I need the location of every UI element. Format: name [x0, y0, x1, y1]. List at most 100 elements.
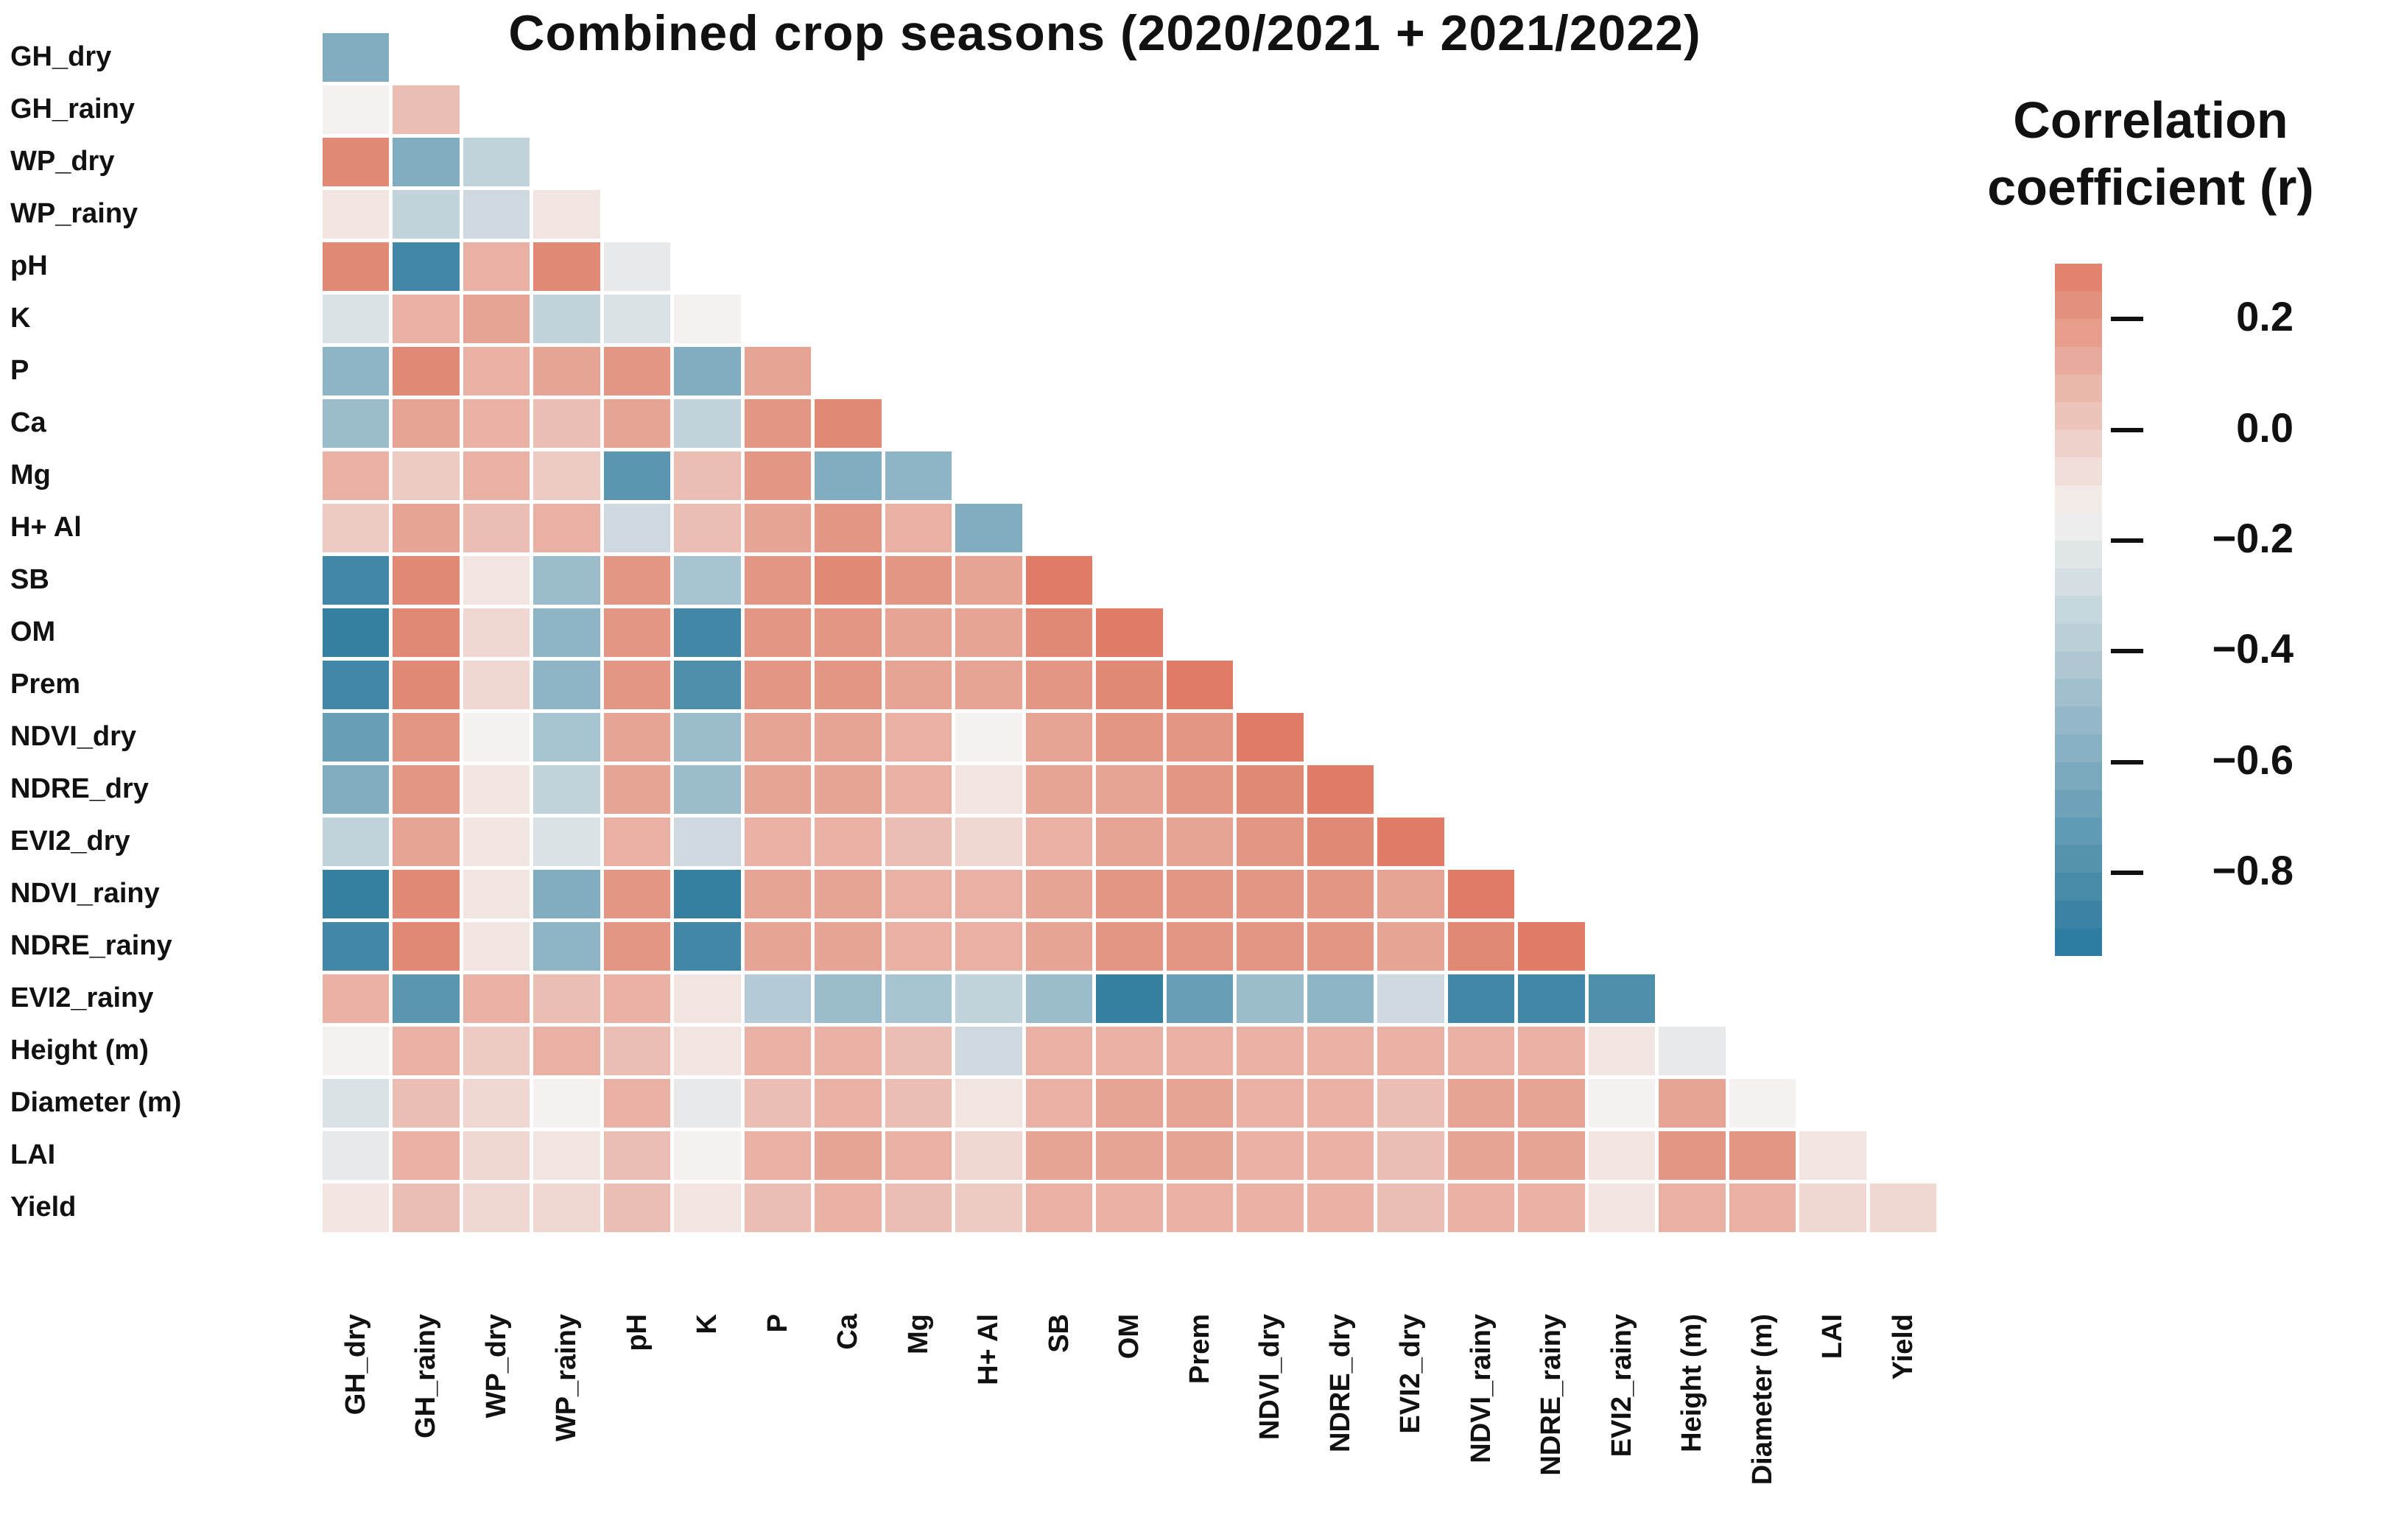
heatmap-cell — [603, 712, 670, 762]
heatmap-cell — [393, 1026, 460, 1075]
heatmap-cell — [533, 294, 600, 343]
heatmap-cell — [815, 921, 882, 971]
col-label: Mg — [902, 1314, 934, 1354]
heatmap-cell — [1588, 1078, 1655, 1128]
heatmap-cell — [1025, 1183, 1092, 1232]
heatmap-matrix — [320, 31, 1939, 1234]
heatmap-cell — [1307, 869, 1374, 918]
col-label-slot: pH — [602, 1314, 672, 1540]
heatmap-cell — [1025, 764, 1092, 814]
heatmap-cell — [1096, 608, 1163, 657]
heatmap-cell — [674, 1026, 741, 1075]
col-label-slot: NDRE_rainy — [1516, 1314, 1587, 1540]
heatmap-cell — [322, 32, 389, 82]
heatmap-cell — [815, 974, 882, 1023]
col-label: Prem — [1184, 1314, 1215, 1385]
col-label-slot: EVI2_rainy — [1586, 1314, 1657, 1540]
col-label-slot: K — [672, 1314, 743, 1540]
heatmap-cell — [322, 242, 389, 291]
row-label: EVI2_rainy — [10, 982, 154, 1013]
heatmap-cell — [885, 503, 952, 552]
heatmap-cell — [463, 869, 530, 918]
heatmap-cell — [1096, 974, 1163, 1023]
heatmap-cell — [322, 712, 389, 762]
heatmap-cell — [1025, 1131, 1092, 1180]
col-label: pH — [621, 1314, 653, 1351]
heatmap-cell — [1237, 1183, 1304, 1232]
heatmap-cell — [603, 921, 670, 971]
heatmap-cell — [463, 660, 530, 709]
heatmap-cell — [744, 555, 811, 605]
row-label: Mg — [10, 460, 51, 491]
heatmap-cell — [322, 346, 389, 395]
heatmap-cell — [393, 974, 460, 1023]
heatmap-cell — [603, 1078, 670, 1128]
heatmap-cell — [674, 974, 741, 1023]
heatmap-cell — [815, 1131, 882, 1180]
row-label: GH_dry — [10, 41, 112, 72]
heatmap-cell — [885, 608, 952, 657]
col-label-slot: WP_rainy — [532, 1314, 602, 1540]
row-label: EVI2_dry — [10, 826, 130, 857]
col-label: GH_rainy — [410, 1314, 442, 1438]
heatmap-cell — [463, 817, 530, 866]
heatmap-cell — [603, 1183, 670, 1232]
heatmap-cell — [322, 764, 389, 814]
heatmap-cell — [1447, 869, 1514, 918]
heatmap-cell — [603, 660, 670, 709]
heatmap-cell — [322, 869, 389, 918]
heatmap-cell — [603, 451, 670, 500]
heatmap-cell — [603, 869, 670, 918]
col-label-slot: NDVI_rainy — [1446, 1314, 1516, 1540]
col-label-slot: GH_rainy — [391, 1314, 462, 1540]
heatmap-cell — [393, 608, 460, 657]
heatmap-cell — [1096, 660, 1163, 709]
heatmap-cell — [1025, 869, 1092, 918]
heatmap-cell — [533, 764, 600, 814]
col-label-slot: H+ Al — [954, 1314, 1024, 1540]
heatmap-cell — [1869, 1183, 1936, 1232]
heatmap-cell — [1025, 921, 1092, 971]
heatmap-cell — [393, 1078, 460, 1128]
heatmap-cell — [603, 1131, 670, 1180]
heatmap-cell — [1659, 1078, 1726, 1128]
heatmap-cell — [463, 1078, 530, 1128]
heatmap-cell — [674, 764, 741, 814]
heatmap-cell — [815, 555, 882, 605]
heatmap-cell — [533, 608, 600, 657]
heatmap-cell — [322, 85, 389, 134]
col-label: OM — [1114, 1314, 1145, 1360]
row-label: WP_dry — [10, 146, 115, 177]
row-label: Yield — [10, 1192, 77, 1223]
heatmap-cell — [674, 921, 741, 971]
heatmap-cell — [1307, 764, 1374, 814]
heatmap-cell — [674, 398, 741, 448]
heatmap-cell — [463, 451, 530, 500]
heatmap-cell — [1518, 1183, 1585, 1232]
heatmap-cell — [1237, 1078, 1304, 1128]
heatmap-cell — [533, 921, 600, 971]
heatmap-cell — [603, 398, 670, 448]
col-label-slot: Mg — [883, 1314, 954, 1540]
heatmap-cell — [674, 503, 741, 552]
heatmap-cell — [322, 974, 389, 1023]
colorbar-tick-label: −0.4 — [2212, 625, 2294, 672]
heatmap-cell — [1307, 1026, 1374, 1075]
heatmap-cell — [1025, 974, 1092, 1023]
colorbar-tick-label: 0.2 — [2236, 293, 2294, 340]
col-label: WP_dry — [480, 1314, 512, 1418]
col-label: LAI — [1817, 1314, 1849, 1360]
colorbar-tick-mark — [2111, 871, 2143, 876]
col-label: Yield — [1887, 1314, 1919, 1380]
heatmap-cell — [533, 242, 600, 291]
heatmap-cell — [744, 764, 811, 814]
colorbar-tick-mark — [2111, 317, 2143, 322]
col-label: NDVI_rainy — [1465, 1314, 1497, 1463]
heatmap-cell — [885, 1131, 952, 1180]
heatmap-cell — [815, 764, 882, 814]
colorbar-tick-label: −0.2 — [2212, 515, 2294, 561]
heatmap-cell — [885, 974, 952, 1023]
heatmap-cell — [885, 660, 952, 709]
heatmap-cell — [1447, 1026, 1514, 1075]
heatmap-cell — [393, 764, 460, 814]
